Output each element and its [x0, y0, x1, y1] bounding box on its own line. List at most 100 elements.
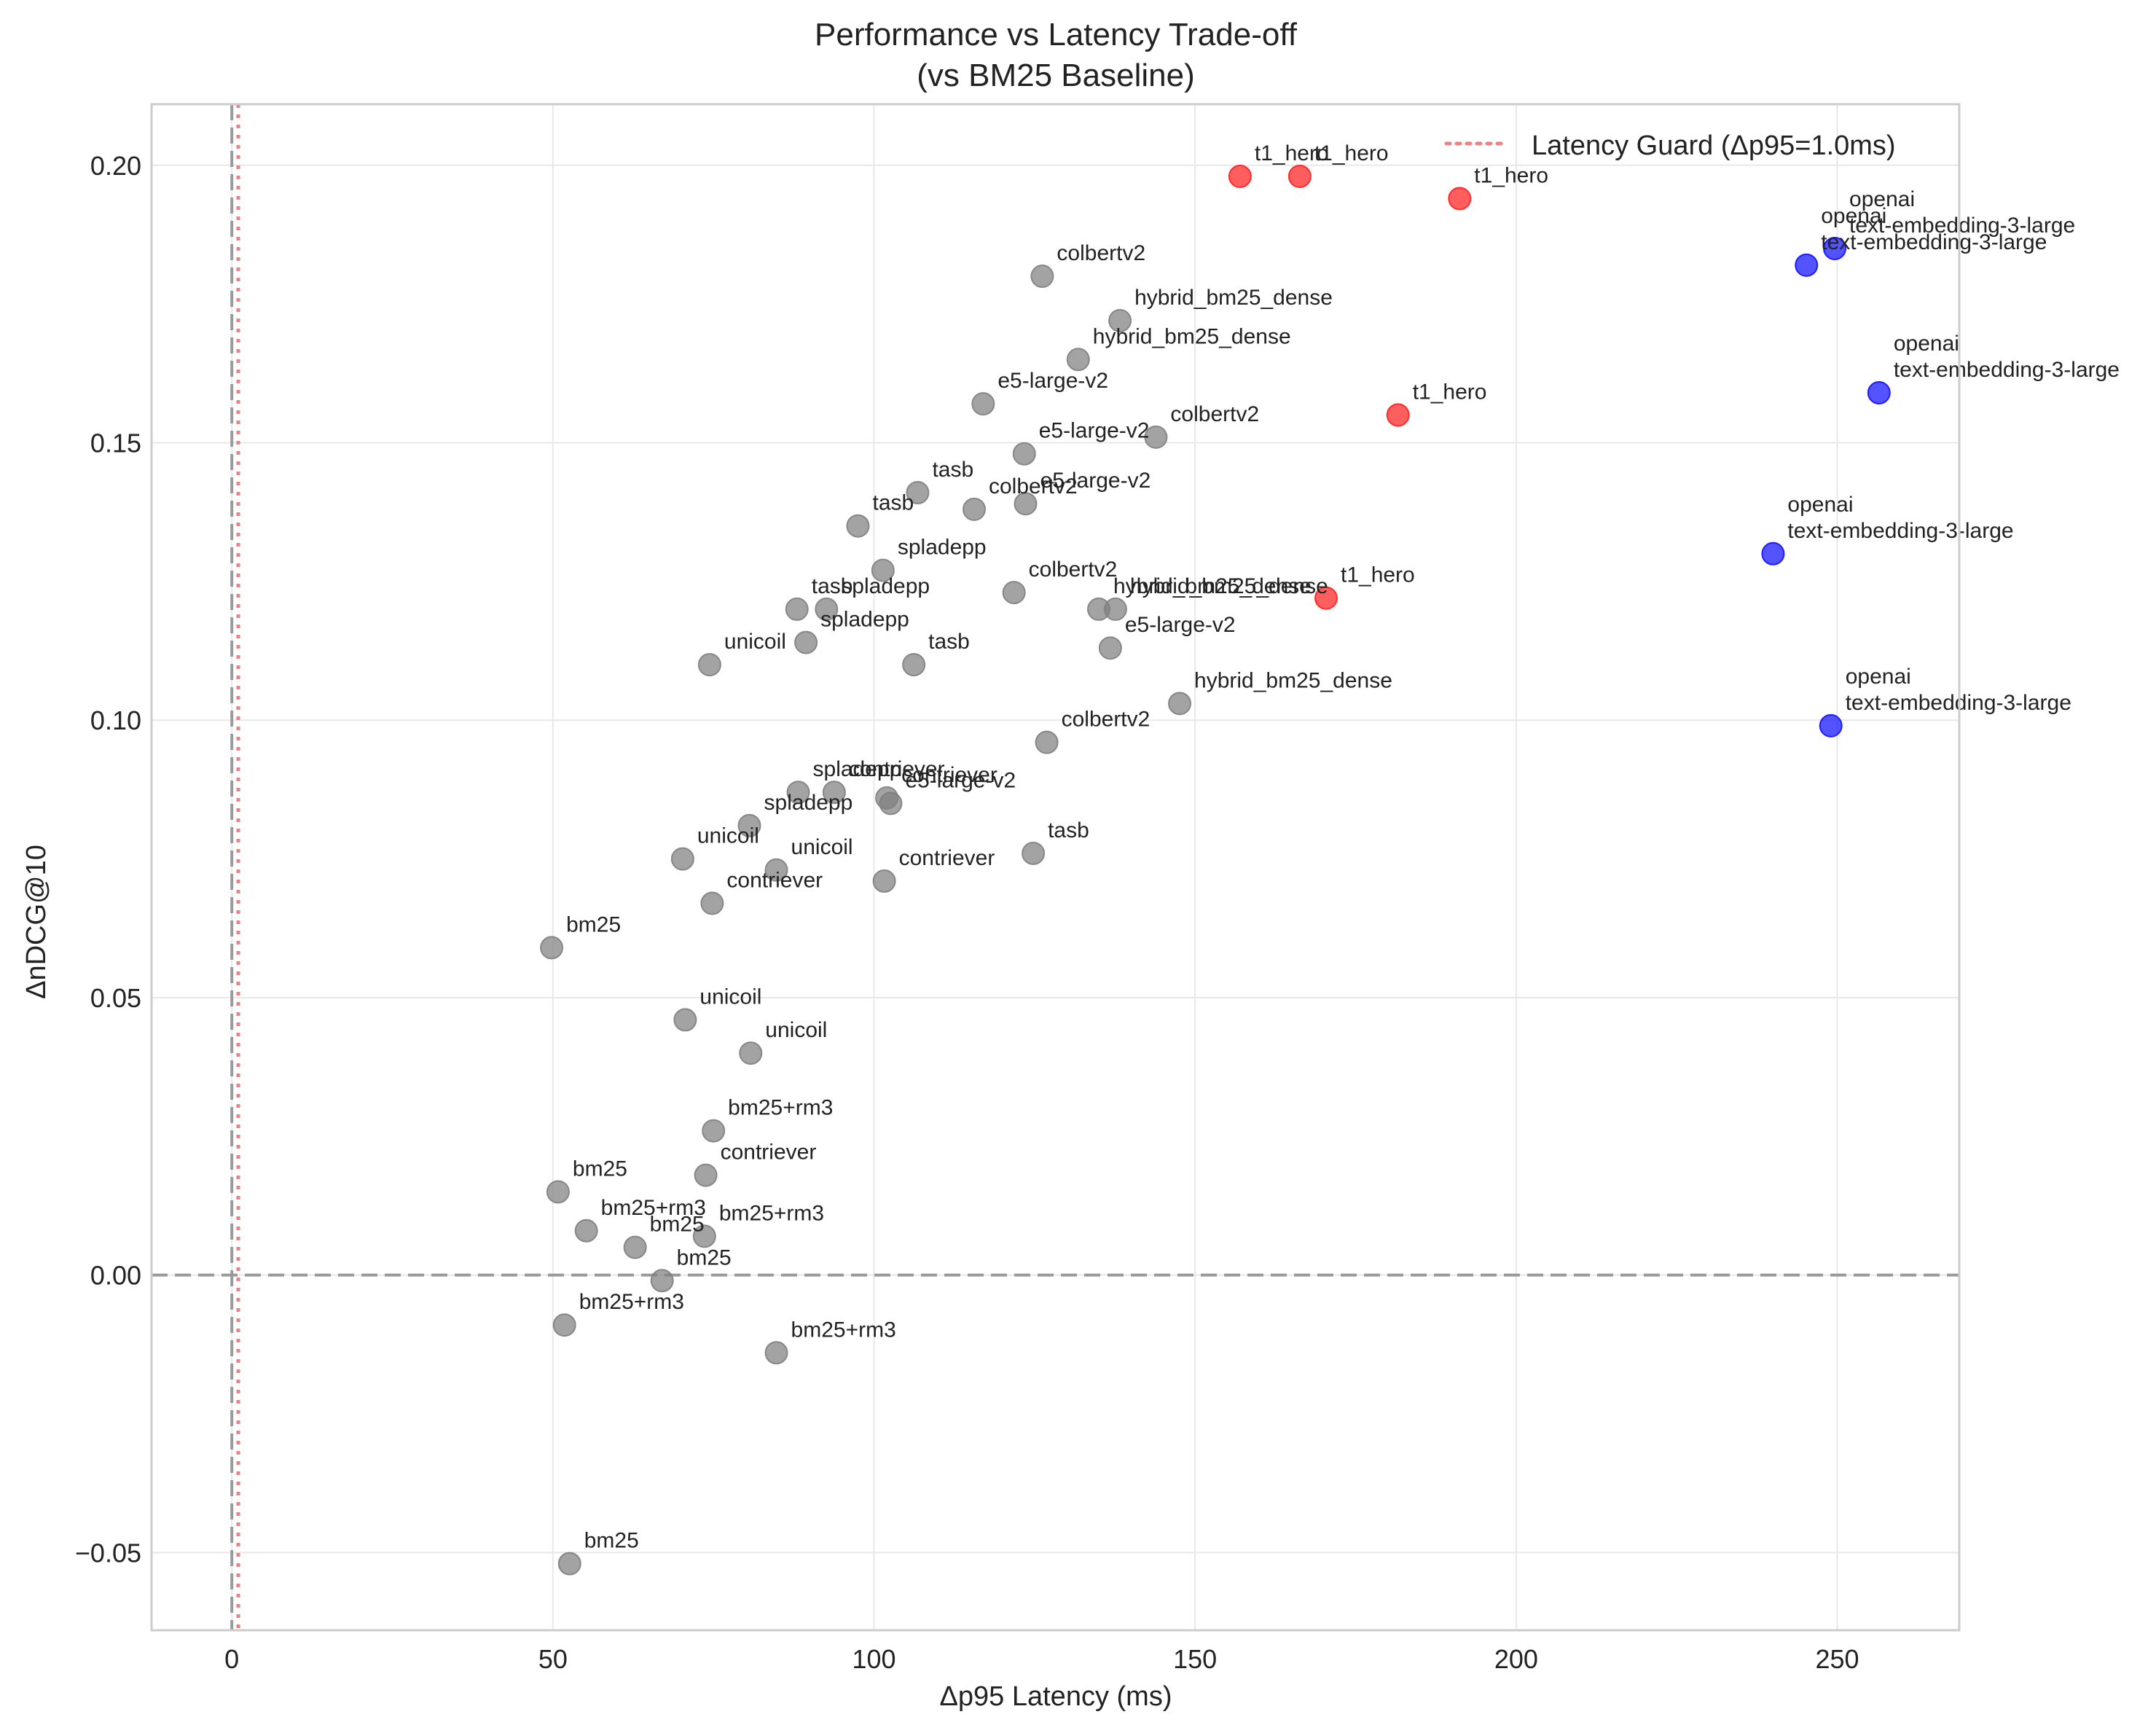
point-label: hybrid_bm25_dense	[1113, 574, 1312, 598]
data-point-other	[1103, 597, 1127, 621]
data-point-other	[1144, 425, 1168, 449]
point-label: openai text-embedding-3-large	[1894, 332, 2120, 382]
x-tick-label: 200	[1494, 1644, 1538, 1674]
point-label: contriever	[726, 868, 823, 892]
chart-subtitle: (vs BM25 Baseline)	[917, 58, 1194, 93]
x-tick-label: 250	[1816, 1644, 1859, 1674]
data-point-other	[1168, 692, 1192, 716]
data-point-other	[971, 392, 995, 416]
data-point-t1_hero	[1448, 187, 1472, 211]
data-point-other	[546, 1180, 570, 1204]
data-point-other	[786, 781, 810, 805]
point-label: openai text-embedding-3-large	[1849, 187, 2075, 238]
point-label: bm25	[677, 1245, 732, 1270]
point-label: e5-large-v2	[1125, 613, 1236, 637]
data-point-other	[906, 481, 930, 505]
point-label: t1_hero	[1314, 141, 1389, 165]
point-label: t1_hero	[1255, 141, 1329, 165]
y-tick-label: 0.15	[90, 428, 141, 458]
y-axis-ticks: −0.05 0.00 0.05 0.10 0.15 0.20	[75, 151, 141, 1568]
data-point-other	[552, 1313, 576, 1337]
point-label: bm25+rm3	[601, 1196, 706, 1220]
point-label: tasb	[812, 574, 853, 598]
data-point-other	[670, 847, 694, 871]
y-tick-label: 0.05	[90, 983, 141, 1013]
point-label: bm25+rm3	[728, 1096, 833, 1120]
point-label: tasb	[928, 630, 970, 654]
point-label: unicoil	[791, 835, 853, 859]
point-label: t1_hero	[1341, 563, 1415, 587]
reference-lines	[152, 104, 1959, 1630]
point-label: contriever	[721, 1141, 817, 1165]
point-label: e5-large-v2	[905, 768, 1016, 792]
data-point-other	[702, 1119, 726, 1143]
point-label: e5-large-v2	[997, 369, 1108, 393]
legend: Latency Guard (Δp95=1.0ms)	[1444, 130, 1896, 161]
data-point-other	[1012, 442, 1036, 466]
point-label: bm25+rm3	[719, 1201, 824, 1225]
point-label: openai text-embedding-3-large	[1787, 493, 2013, 543]
data-point-t1_hero	[1228, 164, 1252, 188]
data-point-other	[846, 514, 870, 538]
data-point-other	[879, 791, 903, 815]
data-point-other	[737, 813, 761, 837]
data-point-openai	[1867, 380, 1891, 404]
data-point-t1_hero	[1287, 164, 1312, 188]
data-point-other	[764, 858, 788, 882]
point-label: contriever	[849, 757, 945, 781]
point-label: t1_hero	[1474, 163, 1548, 187]
data-point-other	[963, 497, 987, 521]
point-label: spladepp	[841, 574, 930, 598]
data-point-openai	[1819, 713, 1843, 738]
data-point-other	[700, 891, 724, 915]
point-label: tasb	[1048, 818, 1089, 842]
point-label: hybrid_bm25_dense	[1093, 324, 1291, 348]
data-point-other	[1014, 492, 1038, 516]
data-point-other	[822, 781, 846, 805]
y-tick-label: 0.00	[90, 1261, 141, 1291]
point-label: e5-large-v2	[1040, 469, 1151, 493]
point-label: tasb	[932, 458, 973, 482]
data-point-other	[673, 1008, 697, 1032]
data-point-other	[902, 653, 926, 677]
point-label: colbertv2	[1062, 708, 1150, 732]
point-label: hybrid_bm25_dense	[1130, 574, 1328, 598]
point-label: bm25	[566, 912, 621, 936]
data-point-other	[1022, 841, 1046, 865]
y-axis-label: ΔnDCG@10	[21, 845, 52, 999]
data-point-other	[794, 630, 818, 654]
data-point-other	[739, 1041, 763, 1065]
x-tick-label: 0	[224, 1644, 239, 1674]
data-point-other	[697, 653, 721, 677]
x-axis-ticks: 0 50 100 150 200 250	[224, 1644, 1859, 1674]
data-point-other	[694, 1163, 718, 1187]
point-label: spladepp	[764, 791, 853, 815]
point-label: unicoil	[765, 1018, 827, 1042]
point-label: hybrid_bm25_dense	[1134, 286, 1333, 310]
point-label: unicoil	[697, 824, 759, 848]
data-point-other	[1098, 636, 1122, 660]
point-label: bm25+rm3	[579, 1290, 684, 1314]
point-label: contriever	[901, 763, 997, 787]
point-label: contriever	[899, 846, 995, 870]
point-label: spladepp	[820, 608, 909, 632]
data-point-other	[1108, 308, 1132, 332]
point-label: colbertv2	[1029, 558, 1118, 582]
point-label: unicoil	[699, 985, 761, 1009]
point-label: spladepp	[898, 536, 987, 560]
data-point-other	[1066, 348, 1090, 372]
data-point-other	[1035, 730, 1059, 754]
chart-title: Performance vs Latency Trade-off	[815, 17, 1298, 52]
point-label: tasb	[872, 491, 914, 515]
point-label: colbertv2	[1057, 241, 1145, 265]
x-tick-label: 50	[538, 1644, 568, 1674]
data-point-other	[692, 1224, 716, 1248]
point-label: colbertv2	[1170, 402, 1259, 426]
point-label: spladepp	[813, 757, 902, 781]
point-label: bm25+rm3	[791, 1318, 896, 1342]
point-label: bm25	[573, 1157, 627, 1181]
x-tick-label: 150	[1173, 1644, 1217, 1674]
x-tick-label: 100	[852, 1644, 895, 1674]
data-point-other	[871, 558, 895, 582]
